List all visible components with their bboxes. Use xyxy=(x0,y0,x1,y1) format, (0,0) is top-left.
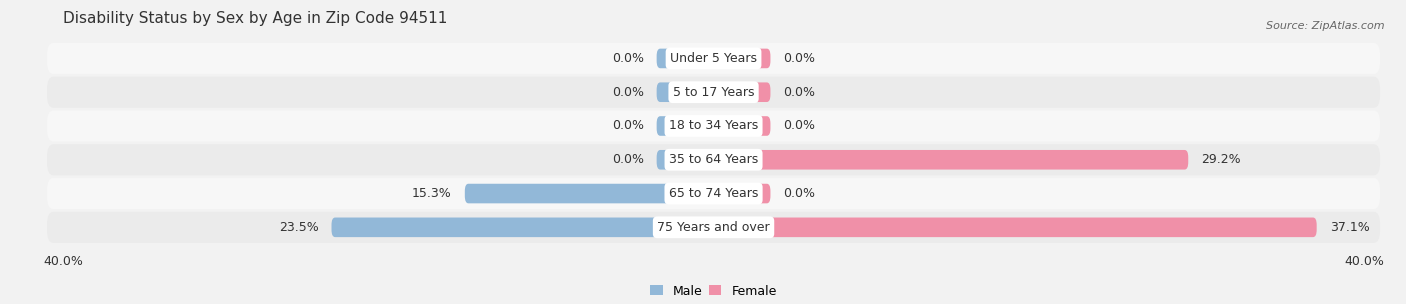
FancyBboxPatch shape xyxy=(46,110,1381,142)
FancyBboxPatch shape xyxy=(46,178,1381,209)
Legend: Male, Female: Male, Female xyxy=(645,280,782,302)
Text: Under 5 Years: Under 5 Years xyxy=(671,52,756,65)
Text: 23.5%: 23.5% xyxy=(278,221,319,234)
FancyBboxPatch shape xyxy=(465,184,713,203)
Text: Disability Status by Sex by Age in Zip Code 94511: Disability Status by Sex by Age in Zip C… xyxy=(63,11,447,26)
Text: 0.0%: 0.0% xyxy=(783,86,815,99)
FancyBboxPatch shape xyxy=(657,49,713,68)
Text: 0.0%: 0.0% xyxy=(783,187,815,200)
FancyBboxPatch shape xyxy=(657,150,713,170)
FancyBboxPatch shape xyxy=(713,49,770,68)
FancyBboxPatch shape xyxy=(332,218,713,237)
FancyBboxPatch shape xyxy=(713,82,770,102)
Text: 0.0%: 0.0% xyxy=(612,86,644,99)
Text: 0.0%: 0.0% xyxy=(783,119,815,133)
FancyBboxPatch shape xyxy=(713,150,1188,170)
FancyBboxPatch shape xyxy=(46,77,1381,108)
Text: 65 to 74 Years: 65 to 74 Years xyxy=(669,187,758,200)
Text: 75 Years and over: 75 Years and over xyxy=(657,221,770,234)
Text: 0.0%: 0.0% xyxy=(612,153,644,166)
FancyBboxPatch shape xyxy=(713,116,770,136)
Text: 15.3%: 15.3% xyxy=(412,187,451,200)
FancyBboxPatch shape xyxy=(713,184,770,203)
FancyBboxPatch shape xyxy=(46,212,1381,243)
Text: 0.0%: 0.0% xyxy=(612,52,644,65)
Text: Source: ZipAtlas.com: Source: ZipAtlas.com xyxy=(1267,21,1385,31)
Text: 35 to 64 Years: 35 to 64 Years xyxy=(669,153,758,166)
Text: 37.1%: 37.1% xyxy=(1330,221,1369,234)
Text: 29.2%: 29.2% xyxy=(1201,153,1241,166)
FancyBboxPatch shape xyxy=(46,144,1381,175)
FancyBboxPatch shape xyxy=(46,43,1381,74)
Text: 18 to 34 Years: 18 to 34 Years xyxy=(669,119,758,133)
Text: 0.0%: 0.0% xyxy=(783,52,815,65)
FancyBboxPatch shape xyxy=(713,218,1316,237)
FancyBboxPatch shape xyxy=(657,82,713,102)
Text: 0.0%: 0.0% xyxy=(612,119,644,133)
Text: 5 to 17 Years: 5 to 17 Years xyxy=(673,86,754,99)
FancyBboxPatch shape xyxy=(657,116,713,136)
